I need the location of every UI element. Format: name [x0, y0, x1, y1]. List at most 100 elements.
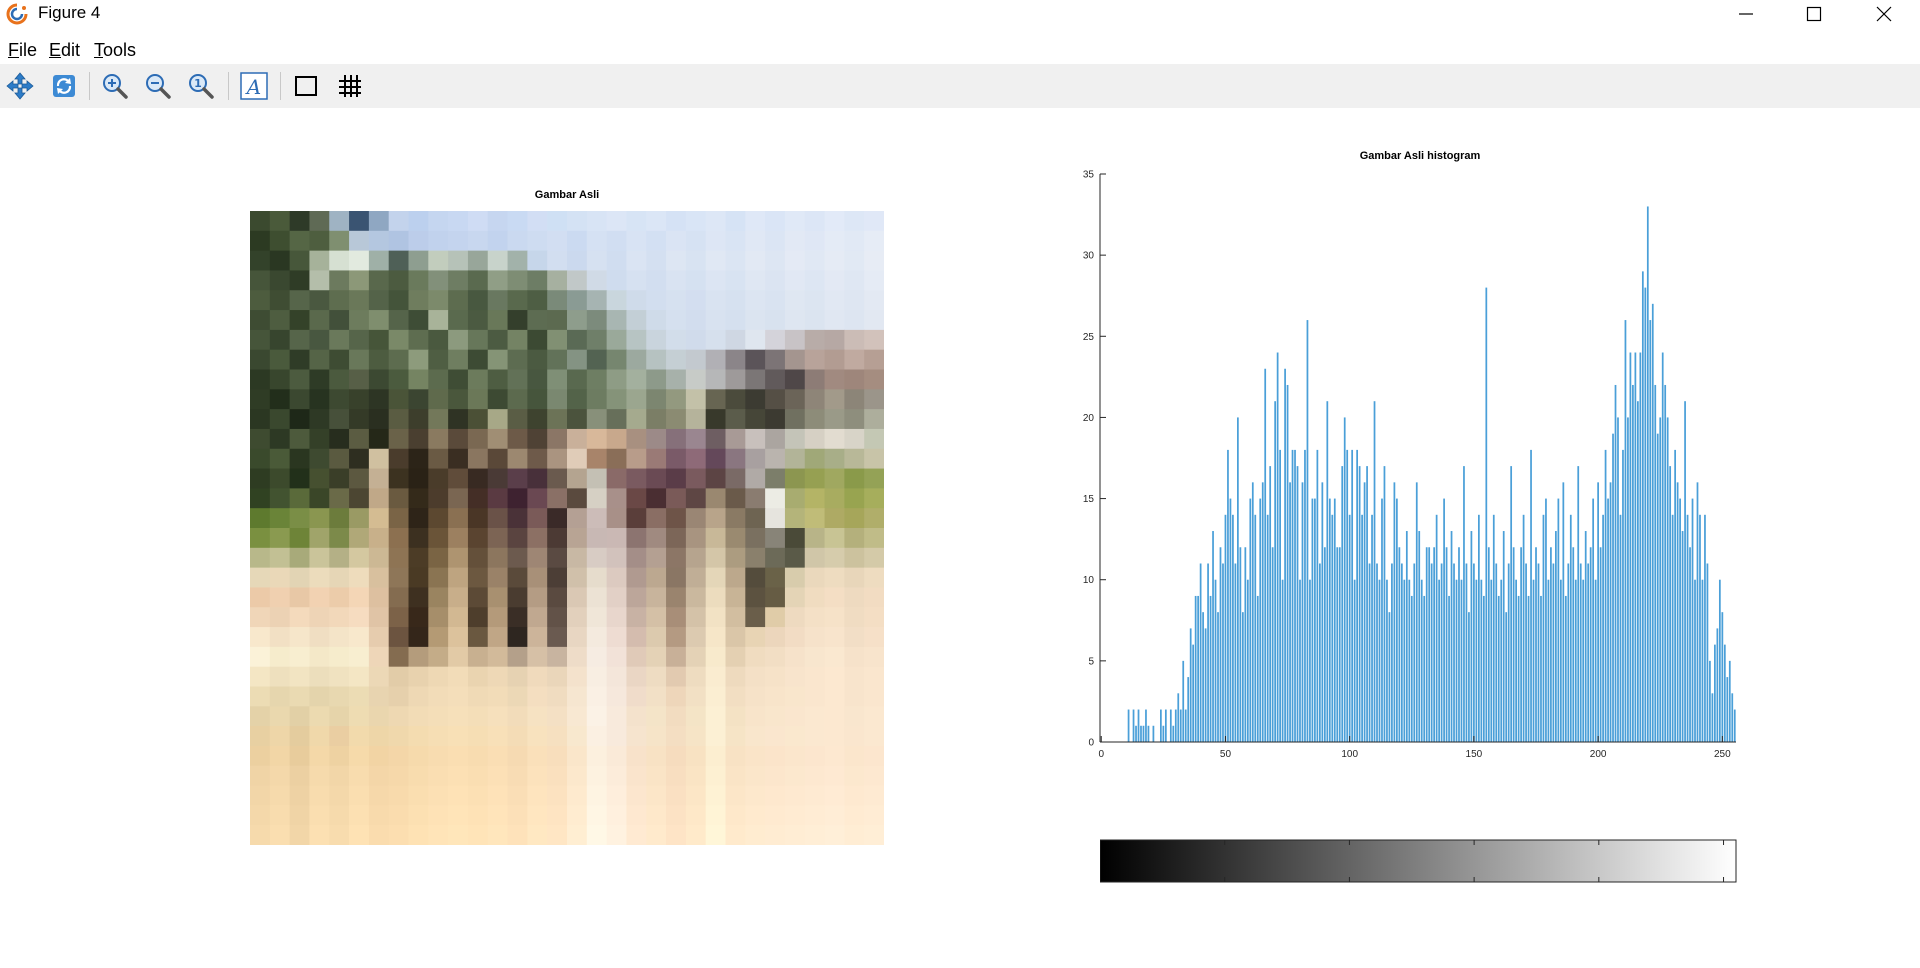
zoom-out-button[interactable] [142, 70, 174, 102]
image-pixel [567, 488, 588, 509]
menu-edit[interactable]: Edit [49, 40, 80, 61]
image-pixel [745, 825, 766, 845]
histogram-bar [1684, 401, 1686, 742]
maximize-button[interactable] [1780, 0, 1848, 28]
image-axes[interactable] [250, 211, 884, 845]
image-pixel [289, 745, 311, 767]
histogram-bar [1326, 401, 1329, 742]
image-pixel [309, 310, 330, 331]
menu-tools[interactable]: Tools [94, 40, 136, 61]
minimize-button[interactable] [1712, 0, 1780, 28]
box-toggle-button[interactable] [290, 70, 322, 102]
histogram-bar [1356, 449, 1358, 742]
image-pixel [725, 290, 746, 311]
image-pixel [586, 409, 608, 430]
image-pixel [408, 329, 429, 351]
image-pixel [745, 607, 766, 628]
image-pixel [269, 745, 291, 767]
image-pixel [824, 448, 845, 470]
image-pixel [864, 409, 884, 430]
image-pixel [804, 428, 826, 450]
image-pixel [705, 726, 727, 747]
close-button[interactable] [1850, 0, 1918, 28]
histogram-bar [1214, 579, 1217, 742]
histogram-bar [1637, 401, 1639, 742]
image-pixel [725, 646, 746, 668]
image-pixel [626, 428, 647, 450]
image-pixel [725, 785, 746, 806]
image-pixel [289, 329, 311, 351]
minimize-icon [1739, 13, 1753, 15]
image-pixel [567, 686, 588, 707]
histogram-bar [1254, 514, 1257, 742]
image-pixel [765, 528, 786, 549]
image-pixel [844, 488, 865, 509]
histogram-bar [1460, 579, 1463, 742]
zoom-reset-button[interactable]: 1 [185, 70, 217, 102]
rotate-button[interactable] [48, 70, 80, 102]
image-pixel [824, 310, 845, 331]
image-pixel [289, 666, 311, 688]
histogram-bar [1378, 579, 1381, 742]
image-pixel [586, 211, 608, 232]
image-pixel [586, 369, 608, 390]
image-pixel [705, 567, 727, 589]
histogram-bar [1654, 384, 1657, 742]
colorbar-gradient [1099, 839, 1737, 883]
image-pixel [745, 706, 766, 727]
text-insert-button[interactable]: A [238, 70, 270, 102]
image-pixel [784, 627, 806, 648]
image-pixel [487, 389, 509, 410]
histogram-bar [1649, 320, 1652, 742]
image-pixel [844, 409, 865, 430]
image-pixel [824, 508, 845, 529]
image-pixel [567, 230, 588, 252]
menu-file-accel: F [8, 40, 19, 60]
histogram-bar [1602, 514, 1604, 742]
image-pixel [289, 825, 311, 845]
image-pixel [646, 646, 667, 668]
image-pixel [626, 468, 647, 489]
image-pixel [269, 508, 291, 529]
histogram-bar [1396, 498, 1398, 742]
image-pixel [527, 270, 548, 291]
histogram-bar [1433, 547, 1436, 742]
image-pixel [725, 448, 746, 470]
image-pixel [408, 428, 429, 450]
pan-button[interactable] [4, 70, 36, 102]
svg-text:A: A [245, 75, 261, 99]
image-pixel [329, 666, 350, 688]
image-pixel [408, 369, 429, 390]
image-pixel [804, 270, 826, 291]
image-pixel [527, 230, 548, 252]
image-pixel [567, 547, 588, 569]
image-pixel [250, 627, 271, 648]
image-pixel [309, 250, 330, 272]
zoom-in-button[interactable] [99, 70, 131, 102]
image-pixel [784, 468, 806, 489]
image-pixel [349, 726, 370, 747]
image-pixel [784, 666, 806, 688]
image-pixel [507, 528, 528, 549]
grid-toggle-button[interactable] [334, 70, 366, 102]
menu-file[interactable]: File [8, 40, 37, 61]
image-pixel [804, 825, 826, 845]
image-pixel [626, 409, 647, 430]
histogram-axes[interactable]: 0 5 10 15 20 25 30 35 0 50 100 150 200 250 [1050, 160, 1750, 770]
image-pixel [487, 706, 509, 727]
image-pixel [626, 448, 647, 470]
image-pixel [388, 567, 410, 589]
image-pixel [765, 726, 786, 747]
image-pixel [408, 508, 429, 529]
image-pixel [626, 528, 647, 549]
histogram-bar [1646, 206, 1649, 743]
image-pixel [448, 547, 469, 569]
image-pixel [289, 785, 311, 806]
image-pixel [448, 726, 469, 747]
image-pixel [725, 607, 746, 628]
image-pixel [666, 488, 687, 509]
menu-tools-label: ools [103, 40, 137, 60]
image-pixel [527, 211, 548, 232]
histogram-bar [1269, 466, 1272, 742]
image-pixel [527, 528, 548, 549]
